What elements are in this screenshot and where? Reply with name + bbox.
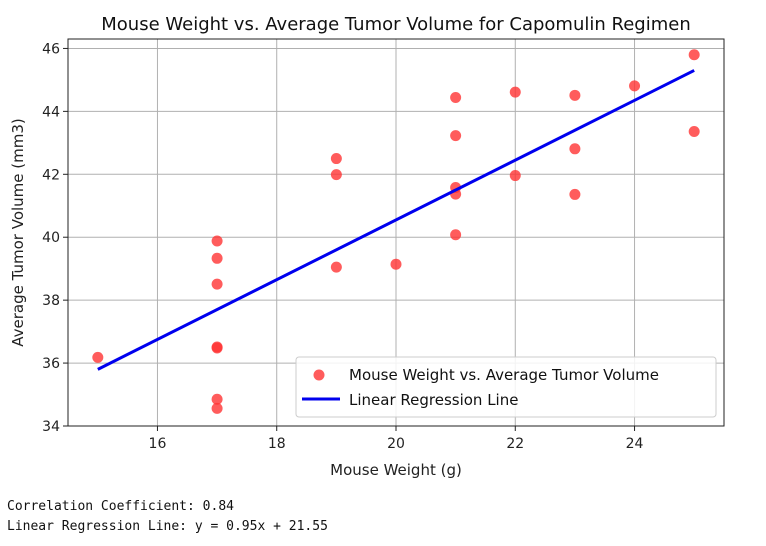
y-tick-label: 44 bbox=[42, 104, 60, 120]
data-point bbox=[688, 49, 700, 61]
x-tick-label: 24 bbox=[626, 436, 644, 452]
data-point bbox=[688, 126, 700, 138]
data-point bbox=[330, 261, 342, 273]
y-tick-label: 46 bbox=[42, 41, 60, 57]
data-point bbox=[211, 402, 223, 414]
y-axis-title: Average Tumor Volume (mm3) bbox=[9, 118, 27, 347]
data-point bbox=[569, 89, 581, 101]
legend-box bbox=[295, 356, 717, 418]
data-point bbox=[92, 351, 104, 363]
data-point bbox=[629, 80, 641, 92]
x-tick-label: 16 bbox=[149, 436, 167, 452]
data-point bbox=[211, 252, 223, 264]
axes-frame bbox=[67, 38, 725, 427]
legend-scatter-marker bbox=[313, 369, 325, 381]
correlation-output: Correlation Coefficient: 0.84 bbox=[7, 499, 234, 514]
data-point bbox=[390, 258, 402, 270]
data-point bbox=[569, 188, 581, 200]
legend-label-line: Linear Regression Line bbox=[349, 391, 518, 409]
x-tick-label: 20 bbox=[387, 436, 405, 452]
data-point bbox=[330, 153, 342, 165]
data-point bbox=[569, 143, 581, 155]
data-point bbox=[450, 92, 462, 104]
x-tick-label: 22 bbox=[506, 436, 524, 452]
legend: Mouse Weight vs. Average Tumor Volume Lin… bbox=[295, 356, 717, 418]
legend-label-scatter: Mouse Weight vs. Average Tumor Volume bbox=[349, 366, 659, 384]
data-point bbox=[509, 86, 521, 98]
data-point bbox=[509, 170, 521, 182]
y-tick-label: 34 bbox=[42, 419, 60, 435]
chart-title: Mouse Weight vs. Average Tumor Volume fo… bbox=[101, 14, 690, 35]
data-point bbox=[450, 130, 462, 142]
x-tick-label: 18 bbox=[268, 436, 286, 452]
data-point bbox=[330, 169, 342, 181]
data-point bbox=[450, 229, 462, 241]
y-tick-label: 36 bbox=[42, 356, 60, 372]
data-point bbox=[211, 278, 223, 290]
regression-line bbox=[97, 69, 695, 371]
y-tick-label: 42 bbox=[42, 167, 60, 183]
regression-output: Linear Regression Line: y = 0.95x + 21.5… bbox=[7, 519, 328, 534]
x-axis-title: Mouse Weight (g) bbox=[330, 461, 462, 479]
scatter-chart: 16 18 20 22 24 34 36 38 40 42 44 46 Mouse Weight vs.… bbox=[9, 14, 725, 479]
data-point bbox=[211, 342, 223, 354]
data-point bbox=[211, 235, 223, 247]
scatter-series bbox=[92, 49, 700, 414]
y-tick-label: 38 bbox=[42, 293, 60, 309]
data-point bbox=[211, 393, 223, 405]
y-tick-label: 40 bbox=[42, 230, 60, 246]
